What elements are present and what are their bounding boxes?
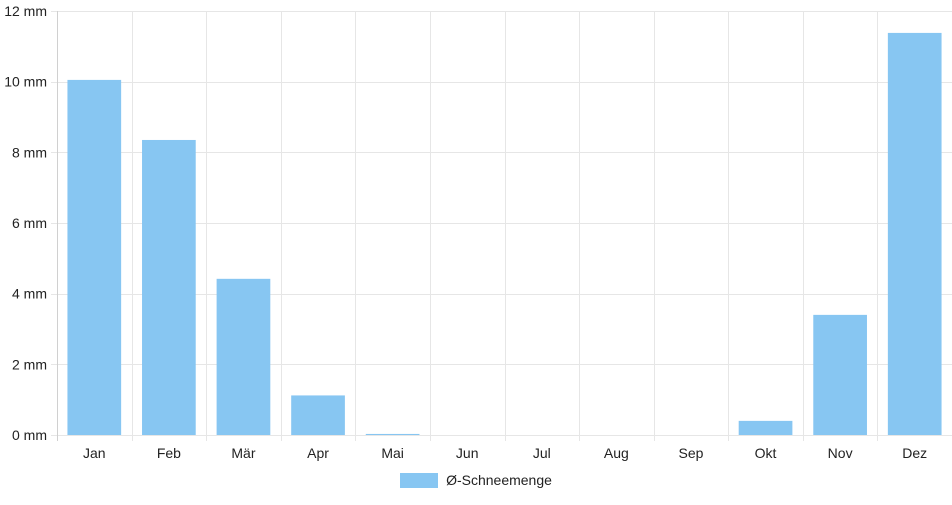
x-tick-label: Mai bbox=[381, 445, 404, 461]
bar-dez[interactable] bbox=[887, 32, 942, 435]
bar-nov[interactable] bbox=[813, 314, 867, 435]
y-tick-label: 10 mm bbox=[4, 74, 47, 90]
y-tick-label: 4 mm bbox=[12, 286, 47, 302]
bar-feb[interactable] bbox=[142, 139, 196, 435]
x-tick-label: Apr bbox=[307, 445, 329, 461]
y-tick-label: 12 mm bbox=[4, 3, 47, 19]
y-tick-label: 6 mm bbox=[12, 215, 47, 231]
grid-layer bbox=[51, 11, 952, 441]
bar-layer bbox=[67, 32, 942, 436]
legend-swatch bbox=[400, 472, 439, 488]
bar-mär[interactable] bbox=[216, 278, 271, 435]
y-tick-label: 8 mm bbox=[12, 144, 47, 160]
x-tick-label: Jun bbox=[456, 445, 479, 461]
bar-jan[interactable] bbox=[67, 79, 122, 436]
y-tick-label: 0 mm bbox=[12, 427, 47, 443]
x-tick-label: Okt bbox=[755, 445, 777, 461]
legend-label: Ø-Schneemenge bbox=[446, 472, 552, 488]
x-tick-label: Feb bbox=[157, 445, 181, 461]
x-tick-label: Jul bbox=[533, 445, 551, 461]
bar-okt[interactable] bbox=[738, 420, 793, 435]
bar-apr[interactable] bbox=[291, 395, 345, 435]
y-tick-label: 2 mm bbox=[12, 356, 47, 372]
x-tick-label: Mär bbox=[231, 445, 255, 461]
legend[interactable]: Ø-Schneemenge bbox=[0, 472, 952, 488]
x-tick-label: Nov bbox=[828, 445, 853, 461]
x-tick-label: Sep bbox=[678, 445, 703, 461]
x-tick-labels: Jan Feb Mär Apr Mai Jun Jul Aug Sep Okt Nov Dez bbox=[83, 445, 927, 461]
x-tick-label: Aug bbox=[604, 445, 629, 461]
x-tick-label: Jan bbox=[83, 445, 106, 461]
bar-mai[interactable] bbox=[365, 433, 420, 435]
y-tick-labels: 0 mm 2 mm 4 mm 6 mm 8 mm 10 mm 12 mm bbox=[4, 3, 47, 443]
x-tick-label: Dez bbox=[902, 445, 927, 461]
